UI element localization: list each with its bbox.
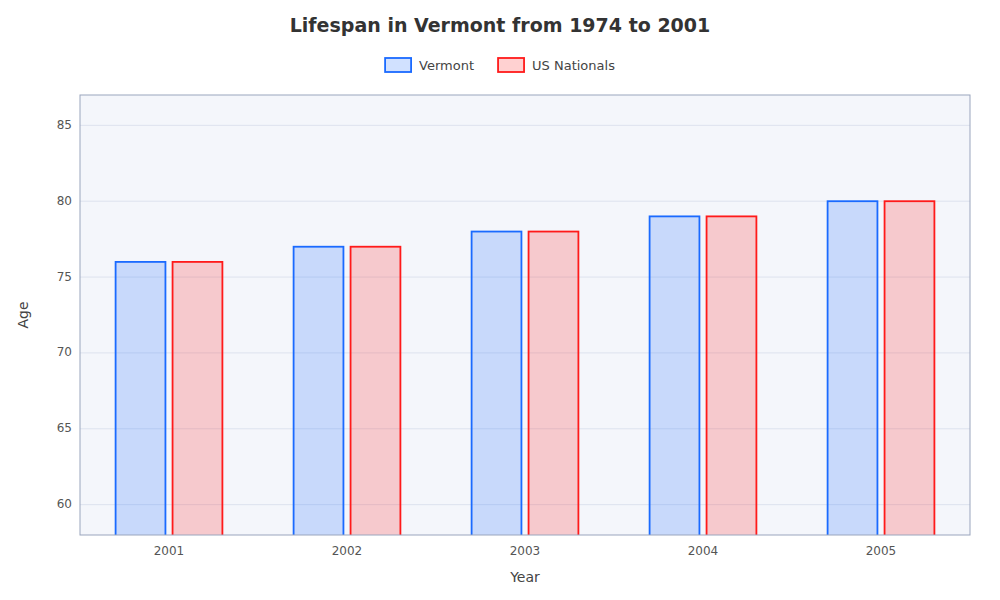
bar	[529, 232, 579, 535]
x-tick-label: 2001	[154, 544, 185, 558]
bar	[885, 201, 935, 535]
x-tick-label: 2002	[332, 544, 363, 558]
y-tick-label: 85	[57, 118, 72, 132]
legend-label: US Nationals	[532, 58, 615, 73]
bar	[828, 201, 878, 535]
y-tick-label: 80	[57, 194, 72, 208]
bar	[116, 262, 166, 535]
y-tick-label: 70	[57, 345, 72, 359]
legend: Vermont US Nationals	[385, 58, 615, 73]
bar	[351, 247, 401, 535]
y-tick-label: 65	[57, 421, 72, 435]
bar	[650, 216, 700, 535]
bars	[116, 201, 935, 535]
y-axis-label: Age	[15, 301, 31, 328]
title: Lifespan in Vermont from 1974 to 2001	[290, 14, 711, 36]
bar	[294, 247, 344, 535]
chart: 60 65 70 75 80 85 2001 2002 2003 2004 2005 Year Age L…	[0, 0, 1000, 600]
legend-item: US Nationals	[498, 58, 615, 73]
grid-line	[80, 125, 970, 126]
plot-frame	[80, 95, 970, 535]
bar	[707, 216, 757, 535]
x-axis-label: Year	[509, 569, 540, 585]
legend-item: Vermont	[385, 58, 474, 73]
x-tick-label: 2005	[866, 544, 897, 558]
x-tick-label: 2003	[510, 544, 541, 558]
legend-label: Vermont	[419, 58, 474, 73]
bar	[173, 262, 223, 535]
legend-swatch	[385, 58, 411, 72]
bar	[472, 232, 522, 535]
legend-swatch	[498, 58, 524, 72]
y-tick-label: 75	[57, 270, 72, 284]
y-tick-label: 60	[57, 497, 72, 511]
x-tick-label: 2004	[688, 544, 719, 558]
